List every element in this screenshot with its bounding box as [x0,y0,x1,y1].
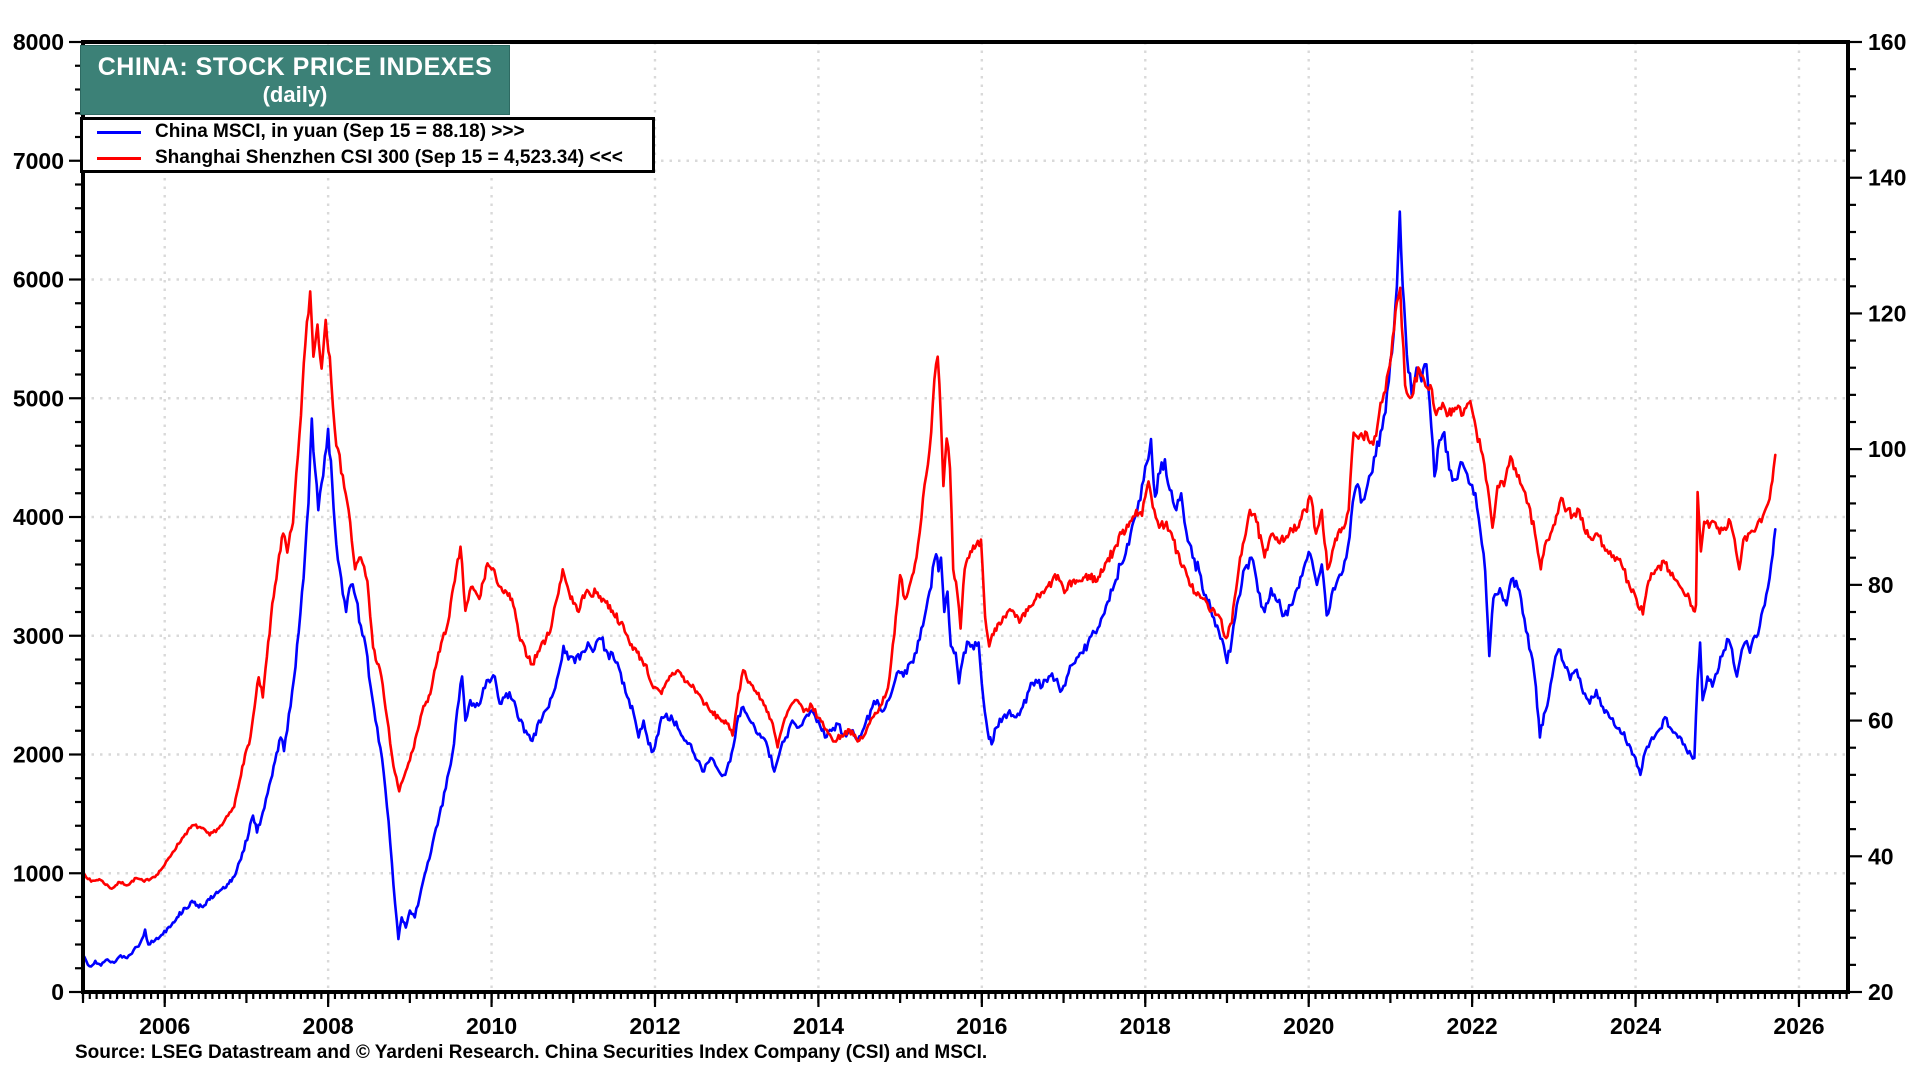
legend-label-msci: China MSCI, in yuan (Sep 15 = 88.18) >>> [155,121,525,142]
legend-item-csi300: Shanghai Shenzhen CSI 300 (Sep 15 = 4,52… [97,146,652,170]
msci-line-swatch [97,130,141,134]
source-note: Source: LSEG Datastream and © Yardeni Re… [75,1042,988,1063]
csi300-series-line [83,286,1777,890]
left-axis-tick-label: 6000 [13,267,64,293]
chart-title: CHINA: STOCK PRICE INDEXES [97,52,493,81]
x-axis-year-label: 2024 [1610,1013,1661,1039]
x-axis-year-label: 2010 [466,1013,517,1039]
left-axis-tick-label: 7000 [13,148,64,174]
left-axis-tick-label: 5000 [13,385,64,411]
msci-series-line [81,210,1777,968]
left-axis-tick-label: 2000 [13,742,64,768]
x-axis-year-label: 2008 [303,1013,354,1039]
axis-labels: 0 1000 2000 3000 4000 5000 6000 7000 8000 20 40 60 8… [13,29,1907,1039]
left-axis-tick-label: 8000 [13,29,64,55]
chart-subtitle: (daily) [262,81,328,107]
x-axis-year-label: 2014 [793,1013,844,1039]
csi300-line-swatch [97,156,141,160]
gridlines [83,42,1848,992]
x-axis-year-label: 2006 [139,1013,190,1039]
left-axis-tick-label: 4000 [13,504,64,530]
right-axis-tick-label: 100 [1868,436,1906,462]
left-axis-tick-label: 1000 [13,860,64,886]
x-axis-year-label: 2018 [1120,1013,1171,1039]
right-axis-tick-label: 160 [1868,29,1906,55]
right-axis-tick-label: 20 [1868,979,1894,1005]
x-axis-year-label: 2016 [956,1013,1007,1039]
axis-ticks [69,40,1862,1007]
x-axis-year-label: 2020 [1283,1013,1334,1039]
right-axis-tick-label: 60 [1868,708,1894,734]
right-axis-tick-label: 140 [1868,165,1906,191]
x-axis-year-label: 2012 [629,1013,680,1039]
plot-border [81,40,1850,994]
x-axis-year-label: 2022 [1447,1013,1498,1039]
legend-item-msci: China MSCI, in yuan (Sep 15 = 88.18) >>> [97,120,652,144]
right-axis-tick-label: 40 [1868,843,1894,869]
right-axis-tick-label: 120 [1868,300,1906,326]
right-axis-tick-label: 80 [1868,572,1894,598]
left-axis-tick-label: 3000 [13,623,64,649]
legend: China MSCI, in yuan (Sep 15 = 88.18) >>>… [80,117,655,173]
left-axis-tick-label: 0 [51,979,64,1005]
legend-label-csi300: Shanghai Shenzhen CSI 300 (Sep 15 = 4,52… [155,147,623,168]
chart-title-box: CHINA: STOCK PRICE INDEXES (daily) [80,45,510,115]
x-axis-year-label: 2026 [1773,1013,1824,1039]
